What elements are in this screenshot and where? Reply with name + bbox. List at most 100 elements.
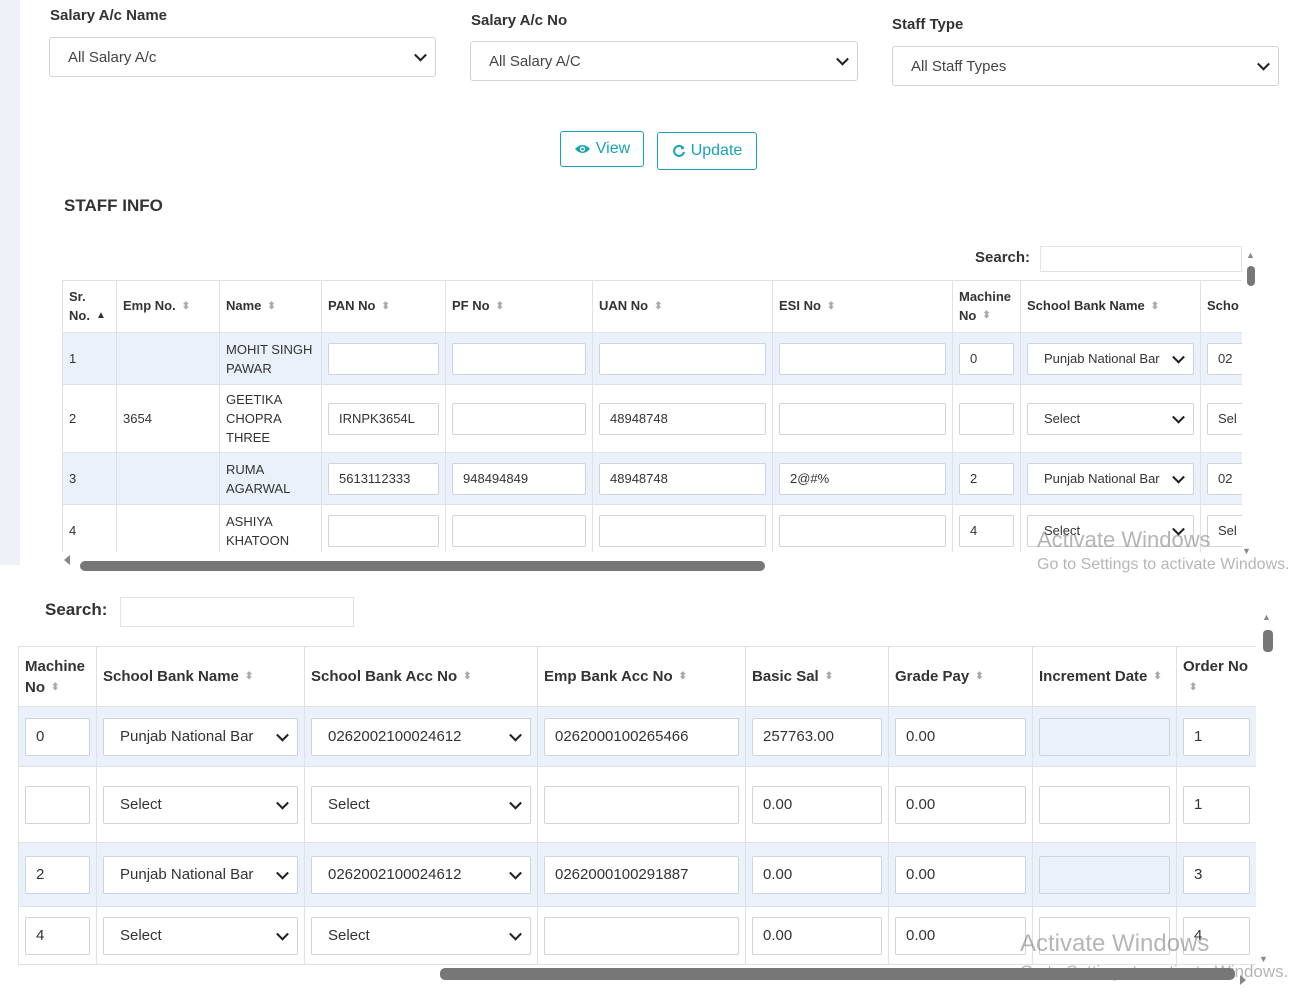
esi-no-input[interactable] — [779, 342, 946, 375]
pf-no-input[interactable] — [452, 514, 586, 547]
scroll-up-icon[interactable]: ▲ — [1246, 250, 1255, 260]
col-uan-no[interactable]: UAN No ⬍ — [592, 280, 773, 333]
pf-no-input[interactable] — [452, 342, 586, 375]
col-pf-no[interactable]: PF No ⬍ — [445, 280, 593, 333]
scroll-down-icon[interactable]: ▼ — [1242, 546, 1251, 556]
uan-no-input[interactable]: 48948748 — [599, 402, 766, 435]
col-school-bank-name[interactable]: School Bank Name ⬍ — [96, 646, 305, 707]
refresh-icon — [672, 144, 685, 157]
school-acc-select[interactable]: 02 — [1207, 342, 1242, 375]
machine-no-input[interactable] — [25, 785, 90, 824]
sort-icon: ⬍ — [51, 681, 60, 693]
search-input-bottom[interactable] — [120, 597, 354, 627]
table1-vertical-scrollbar[interactable] — [1247, 266, 1255, 286]
col-school-acc-partial[interactable]: Scho — [1200, 280, 1242, 333]
school-bank-select[interactable]: Select — [1027, 402, 1194, 435]
scroll-right-icon[interactable] — [1240, 975, 1246, 985]
esi-no-input[interactable]: 2@#% — [779, 462, 946, 495]
machine-no-input[interactable]: 0 — [959, 342, 1014, 375]
order-no-input[interactable]: 3 — [1183, 855, 1250, 894]
esi-no-input[interactable] — [779, 514, 946, 547]
section-title: STAFF INFO — [64, 196, 163, 215]
machine-no-input[interactable]: 0 — [25, 717, 90, 756]
pf-no-input[interactable] — [452, 402, 586, 435]
emp-bank-acc-input[interactable] — [544, 916, 739, 955]
col-sr-no[interactable]: Sr. No. ▲ — [62, 280, 117, 333]
pan-no-input[interactable]: IRNPK3654L — [328, 402, 439, 435]
col-esi-no[interactable]: ESI No ⬍ — [772, 280, 953, 333]
scroll-up-icon[interactable]: ▲ — [1262, 612, 1271, 622]
basic-sal-input[interactable]: 0.00 — [752, 855, 882, 894]
school-acc-select[interactable]: Sel — [1207, 402, 1242, 435]
school-bank-select[interactable]: Punjab National Bar — [1027, 342, 1194, 375]
scroll-down-icon[interactable]: ▼ — [1259, 954, 1268, 964]
grade-pay-input[interactable]: 0.00 — [895, 916, 1026, 955]
pan-no-input[interactable]: 5613112333 — [328, 462, 439, 495]
school-bank-select[interactable]: Select — [103, 785, 298, 824]
grade-pay-input[interactable]: 0.00 — [895, 717, 1026, 756]
school-bank-select[interactable]: Punjab National Bar — [103, 855, 298, 894]
salary-ac-name-select[interactable]: All Salary A/c — [49, 37, 436, 77]
table1-horizontal-scrollbar[interactable] — [80, 561, 765, 571]
basic-sal-input[interactable]: 0.00 — [752, 916, 882, 955]
uan-no-input[interactable] — [599, 342, 766, 375]
school-bank-select[interactable]: Select — [103, 916, 298, 955]
sr-no-cell: 1 — [62, 332, 117, 385]
increment-date-input[interactable] — [1039, 717, 1170, 756]
col-grade-pay[interactable]: Grade Pay ⬍ — [888, 646, 1033, 707]
school-bank-acc-select[interactable]: Select — [311, 785, 531, 824]
staff-type-select[interactable]: All Staff Types — [892, 46, 1279, 86]
grade-pay-input[interactable]: 0.00 — [895, 785, 1026, 824]
school-acc-select[interactable]: 02 — [1207, 462, 1242, 495]
uan-no-input[interactable] — [599, 514, 766, 547]
machine-no-input[interactable]: 2 — [25, 855, 90, 894]
machine-no-input[interactable]: 2 — [959, 462, 1014, 495]
order-no-input[interactable]: 1 — [1183, 717, 1250, 756]
col-machine-no[interactable]: Machine No ⬍ — [952, 280, 1021, 333]
table2-horizontal-scrollbar[interactable] — [440, 968, 1235, 980]
col-increment-date[interactable]: Increment Date ⬍ — [1032, 646, 1177, 707]
school-bank-select[interactable]: Punjab National Bar — [1027, 462, 1194, 495]
school-bank-select[interactable]: Select — [1027, 514, 1194, 547]
col-basic-sal[interactable]: Basic Sal ⬍ — [745, 646, 889, 707]
col-emp-no[interactable]: Emp No. ⬍ — [116, 280, 220, 333]
grade-pay-input[interactable]: 0.00 — [895, 855, 1026, 894]
update-button[interactable]: Update — [657, 132, 757, 170]
increment-date-input[interactable] — [1039, 855, 1170, 894]
col-emp-bank-acc-no[interactable]: Emp Bank Acc No ⬍ — [537, 646, 746, 707]
machine-no-input[interactable]: 4 — [25, 916, 90, 955]
col-name[interactable]: Name ⬍ — [219, 280, 322, 333]
school-bank-acc-select[interactable]: 0262002100024612 — [311, 717, 531, 756]
emp-bank-acc-input[interactable]: 0262000100291887 — [544, 855, 739, 894]
pf-no-input[interactable]: 948494849 — [452, 462, 586, 495]
order-no-input[interactable]: 4 — [1183, 916, 1250, 955]
uan-no-input[interactable]: 48948748 — [599, 462, 766, 495]
search-input[interactable] — [1040, 246, 1242, 272]
scroll-left-icon[interactable] — [64, 555, 70, 565]
col-machine-no[interactable]: Machine No ⬍ — [18, 646, 97, 707]
school-bank-acc-select[interactable]: 0262002100024612 — [311, 855, 531, 894]
emp-bank-acc-input[interactable]: 0262000100265466 — [544, 717, 739, 756]
pan-no-input[interactable] — [328, 514, 439, 547]
machine-no-input[interactable]: 4 — [959, 514, 1014, 547]
school-bank-select[interactable]: Punjab National Bar — [103, 717, 298, 756]
basic-sal-input[interactable]: 257763.00 — [752, 717, 882, 756]
salary-ac-name-label: Salary A/c Name — [50, 7, 168, 24]
machine-no-input[interactable] — [959, 402, 1014, 435]
col-school-bank-acc-no[interactable]: School Bank Acc No ⬍ — [304, 646, 538, 707]
view-button[interactable]: View — [560, 131, 644, 167]
col-order-no[interactable]: Order No⬍ — [1176, 646, 1256, 707]
col-pan-no[interactable]: PAN No ⬍ — [321, 280, 446, 333]
salary-ac-no-select[interactable]: All Salary A/C — [470, 41, 858, 81]
emp-bank-acc-input[interactable] — [544, 785, 739, 824]
table2-vertical-scrollbar[interactable] — [1263, 630, 1273, 652]
col-school-bank-name[interactable]: School Bank Name ⬍ — [1020, 280, 1201, 333]
basic-sal-input[interactable]: 0.00 — [752, 785, 882, 824]
increment-date-input[interactable] — [1039, 916, 1170, 955]
school-bank-acc-select[interactable]: Select — [311, 916, 531, 955]
esi-no-input[interactable] — [779, 402, 946, 435]
pan-no-input[interactable] — [328, 342, 439, 375]
order-no-input[interactable]: 1 — [1183, 785, 1250, 824]
increment-date-input[interactable] — [1039, 785, 1170, 824]
school-acc-select[interactable]: Sel — [1207, 514, 1242, 547]
